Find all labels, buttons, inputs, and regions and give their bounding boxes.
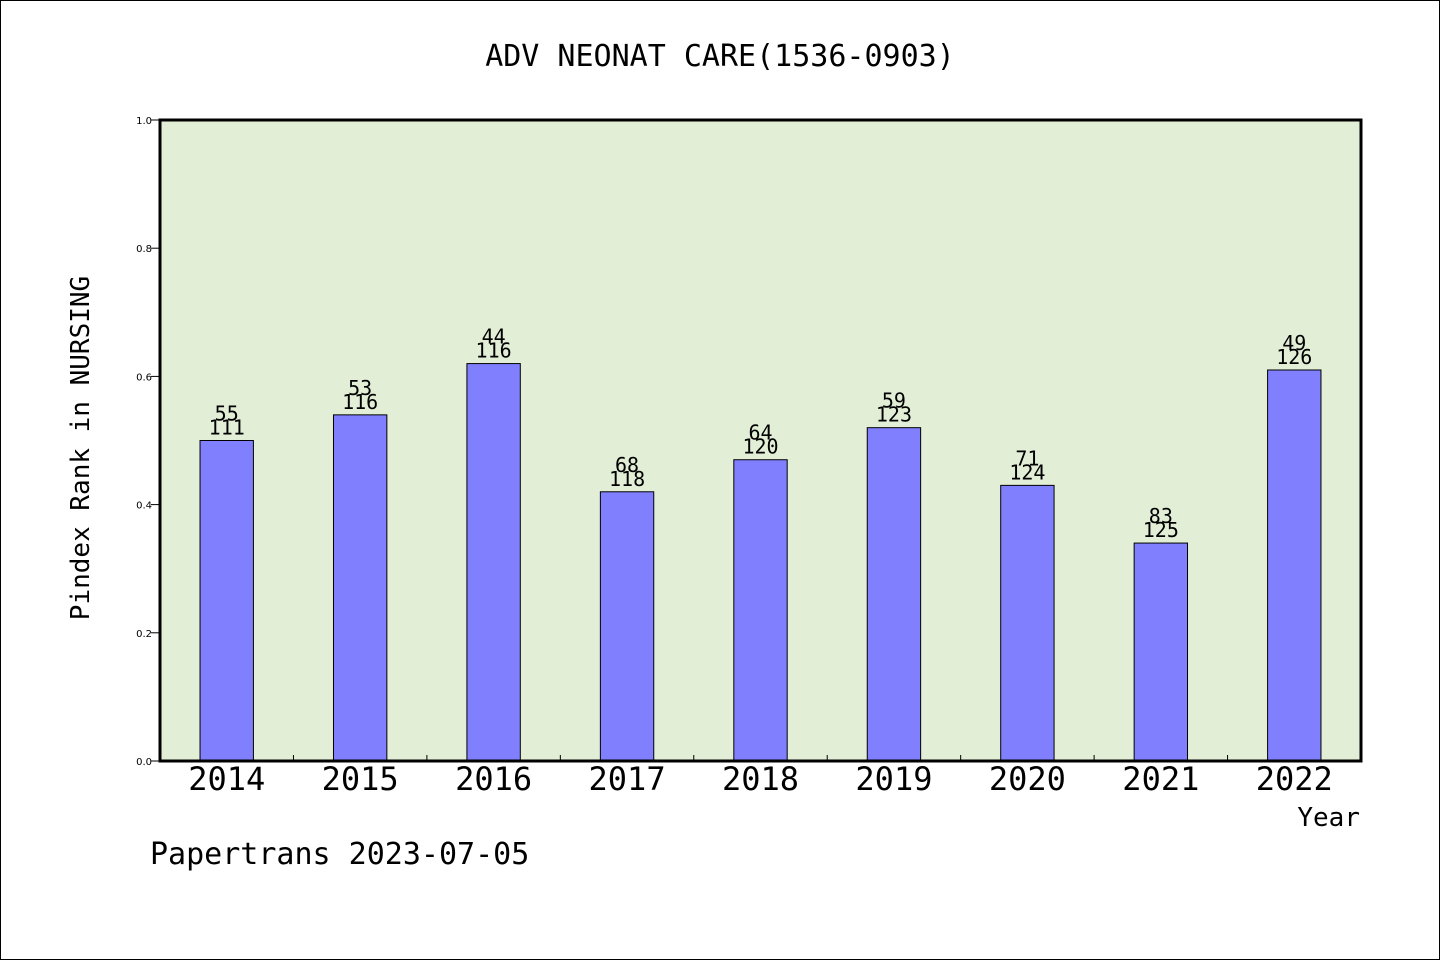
bar-2015 bbox=[332, 414, 388, 762]
bar-total-label: 125 bbox=[1143, 518, 1179, 542]
bar-rank-label: 55 bbox=[215, 402, 239, 426]
x-axis: 2014 2015 2016 2017 2018 2019 2020 2021 2022 bbox=[188, 755, 1333, 798]
bar-2020 bbox=[1000, 484, 1055, 762]
bar-rank-label: 64 bbox=[748, 421, 772, 445]
bars-layer: 5511153116441166811864120591237112483125… bbox=[199, 325, 1322, 762]
y-tick-label: 0.2 bbox=[136, 629, 152, 640]
plot-border bbox=[158, 118, 1363, 763]
bar-rank-label: 59 bbox=[882, 389, 906, 413]
bar-total-label: 111 bbox=[209, 416, 245, 440]
bar-rank-label: 68 bbox=[615, 453, 639, 477]
chart-title: ADV NEONAT CARE(1536-0903) bbox=[485, 39, 955, 74]
y-tick-label: 1.0 bbox=[136, 116, 152, 127]
x-tick-label: 2015 bbox=[322, 760, 399, 798]
bar-rank-label: 71 bbox=[1015, 446, 1039, 470]
bar-2022 bbox=[1267, 369, 1322, 762]
bar-total-label: 118 bbox=[609, 467, 645, 491]
x-tick-label: 2017 bbox=[589, 760, 666, 798]
y-axis: 0.0 0.2 0.4 0.6 0.8 1.0 bbox=[136, 116, 160, 768]
footer-credit: Papertrans 2023-07-05 bbox=[150, 837, 529, 872]
bar-total-label: 116 bbox=[342, 390, 378, 414]
x-tick-label: 2018 bbox=[722, 760, 799, 798]
bar-total-label: 120 bbox=[742, 435, 778, 459]
bar-total-label: 124 bbox=[1009, 460, 1045, 484]
x-tick-label: 2021 bbox=[1122, 760, 1199, 798]
bar-2016 bbox=[466, 363, 521, 762]
bar-rank-label: 53 bbox=[348, 376, 372, 400]
bar-2021 bbox=[1133, 542, 1189, 762]
x-tick-label: 2019 bbox=[855, 760, 932, 798]
bar-rank-label: 83 bbox=[1149, 504, 1173, 528]
bar-total-label: 116 bbox=[476, 339, 512, 363]
x-tick-label: 2022 bbox=[1256, 760, 1333, 798]
bar-rank-label: 44 bbox=[482, 325, 506, 349]
bar-2019 bbox=[866, 427, 922, 762]
x-tick-label: 2014 bbox=[188, 760, 265, 798]
y-tick-label: 0.0 bbox=[136, 757, 152, 768]
bar-2018 bbox=[733, 459, 788, 762]
bar-rank-label: 49 bbox=[1282, 331, 1306, 355]
y-tick-label: 0.8 bbox=[136, 244, 152, 255]
bar-2017 bbox=[599, 491, 655, 762]
y-axis-label: Pindex Rank in NURSING bbox=[66, 276, 96, 620]
y-tick-label: 0.4 bbox=[136, 501, 152, 512]
bar-2014 bbox=[199, 440, 254, 762]
bar-total-label: 123 bbox=[876, 403, 912, 427]
x-tick-label: 2016 bbox=[455, 760, 532, 798]
bar-total-label: 126 bbox=[1276, 345, 1312, 369]
x-axis-label: Year bbox=[1297, 803, 1360, 833]
x-tick-label: 2020 bbox=[989, 760, 1066, 798]
y-tick-label: 0.6 bbox=[136, 372, 152, 383]
